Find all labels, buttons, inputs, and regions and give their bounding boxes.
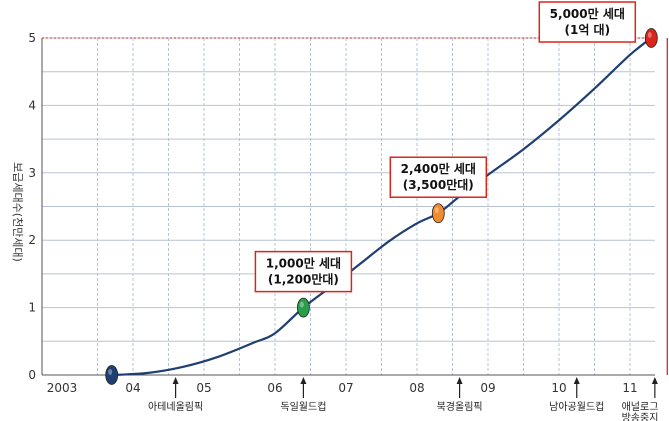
x-tick-label: 2003 [47,381,78,395]
event-label: 남아공월드컵 [549,400,604,413]
event-label: 아테네올림픽 [148,401,203,413]
x-tick-label: 09 [480,381,495,395]
series-line [111,37,652,377]
annotation-text: (1억 대) [565,23,611,37]
data-point-marker [431,203,445,224]
reference-lines [42,37,668,375]
annotation-box [254,250,353,293]
y-tick-label: 2 [28,233,36,247]
event-label: 북경올림픽 [437,400,483,413]
event-arrow-head [573,377,580,384]
data-point-highlight [434,207,439,214]
data-point-highlight [647,32,652,38]
annotation-label: 1,000만 세대(1,200만대) [254,250,353,293]
annotation-text: (3,500만대) [403,177,474,192]
data-point-marker [296,297,310,318]
annotation-text: 5,000만 세대 [550,6,625,21]
y-tick-label: 1 [28,301,36,315]
event-label: 애널로그 [622,401,659,413]
y-tick-label: 3 [28,166,36,180]
grid [42,37,655,375]
data-point-marker [644,28,658,48]
data-point-highlight [299,301,304,308]
x-tick-label: 06 [267,381,282,395]
x-tick-label: 11 [622,381,637,395]
annotation-text: (1,200만대) [268,272,339,287]
y-tick-label: 4 [28,98,36,112]
annotation-label: 5,000만 세대 (1억 대) [538,1,637,43]
event-label: 방송중지 [622,412,659,421]
y-axis-label: 보급세대수(천만세대) [11,162,25,262]
x-tick-label: 08 [409,381,424,395]
event-label: 독일월드컵 [280,400,326,413]
annotation-label: 2,400만 세대(3,500만대) [389,156,488,198]
event-arrow-head [456,377,463,384]
y-tick-label: 5 [28,31,36,45]
event-arrow-head [651,377,658,384]
event-arrow-head [172,377,179,384]
x-tick-label: 07 [338,381,353,395]
x-tick-label: 04 [125,381,140,395]
x-tick-labels: 2003 04 05 06 07 08 09 10 11 [47,381,638,395]
annotation-text: 2,400만 세대 [401,161,476,176]
annotation-box [389,156,488,198]
y-tick-label: 0 [28,368,36,382]
annotation-box [538,1,637,43]
x-tick-label: 05 [196,381,211,395]
data-point-marker [105,365,119,385]
data-markers [105,28,658,385]
annotation-text: 1,000만 세대 [266,256,341,271]
x-tick-label: 10 [551,381,566,395]
data-point-highlight [108,369,113,375]
event-arrow-head [300,377,307,384]
y-tick-labels: 0 1 2 3 4 5 [28,31,36,382]
axes [41,38,655,376]
annotations: 1,000만 세대(1,200만대) 2,400만 세대(3,500만대) 5,00… [254,1,637,293]
